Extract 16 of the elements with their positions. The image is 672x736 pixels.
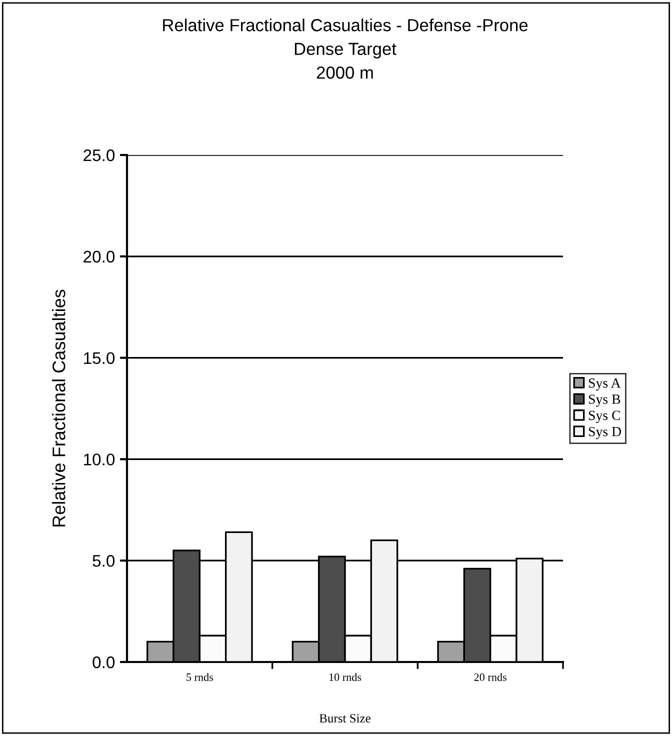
legend-label: Sys A: [588, 378, 621, 391]
x-axis-title: Burst Size: [319, 714, 370, 723]
x-tick-label: 5 rnds: [186, 673, 213, 681]
x-tick-label: 20 rnds: [474, 673, 506, 681]
y-tick-label: 10.0: [84, 454, 115, 466]
y-tick-label: 25.0: [84, 149, 115, 162]
legend-label: Sys D: [588, 426, 622, 440]
legend-label: Sys B: [588, 394, 620, 407]
chart-title: Relative Fractional Casualties - Defense -Prone Dense Target 2000 m: [163, 18, 528, 79]
x-tick-label: 10 rnds: [329, 673, 362, 681]
y-tick-label: 20.0: [84, 250, 115, 263]
legend-label: Sys C: [588, 410, 620, 423]
y-axis-title: Relative Fractional Casualties: [52, 290, 66, 526]
y-tick-label: 5.0: [92, 555, 115, 567]
y-tick-label: 0.0: [92, 656, 115, 668]
y-tick-label: 15.0: [84, 352, 115, 364]
